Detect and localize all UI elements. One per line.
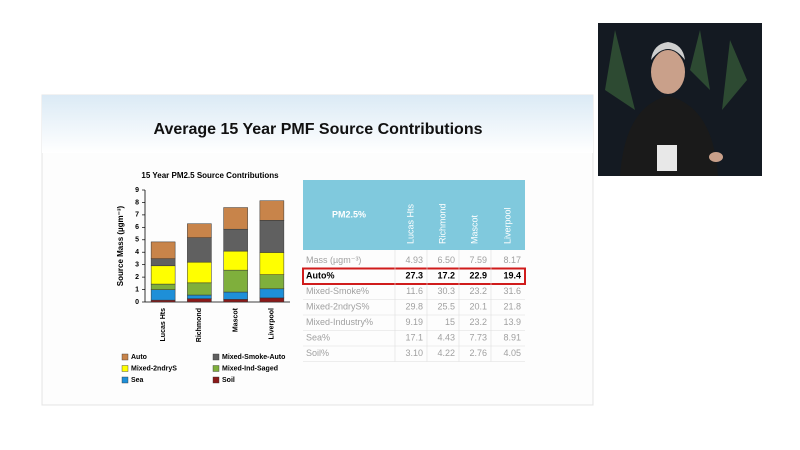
table-cell: 27.3 bbox=[405, 271, 423, 281]
bar-segment bbox=[187, 294, 212, 299]
bar-segment bbox=[187, 223, 212, 238]
table-cell: 7.59 bbox=[469, 255, 487, 265]
y-tick-label: 8 bbox=[135, 199, 139, 206]
legend-swatch bbox=[121, 353, 129, 361]
legend-swatch bbox=[121, 365, 129, 372]
table-cell: 23.2 bbox=[469, 317, 487, 327]
bar-segment bbox=[259, 252, 285, 275]
table-cell: 30.3 bbox=[437, 286, 455, 296]
table-cell: Sea% bbox=[306, 333, 330, 343]
bar-segment bbox=[259, 297, 285, 303]
bar-segment bbox=[259, 274, 285, 290]
y-tick-label: 9 bbox=[135, 187, 139, 194]
table-cell: 11.6 bbox=[406, 286, 423, 296]
slide-title: Average 15 Year PMF Source Contributions bbox=[154, 121, 483, 138]
legend-label: Mixed-Smoke-Auto bbox=[222, 354, 285, 361]
table-cell: 3.10 bbox=[405, 348, 423, 358]
table-cell: 13.9 bbox=[503, 317, 521, 327]
y-axis-label: Source Mass (µgm⁻³) bbox=[116, 205, 125, 286]
table-header: Liverpool bbox=[502, 207, 512, 244]
table-header: Richmond bbox=[437, 203, 447, 244]
x-tick-label: Liverpool bbox=[269, 308, 276, 340]
legend-label: Soil bbox=[222, 377, 235, 384]
table-cell: 8.17 bbox=[503, 255, 521, 265]
table-cell: Mass (µgm⁻³) bbox=[306, 255, 361, 265]
table-cell: 23.2 bbox=[469, 286, 487, 296]
y-tick-label: 4 bbox=[135, 249, 139, 256]
legend-label: Sea bbox=[131, 377, 144, 384]
bar-segment bbox=[259, 288, 285, 299]
bar-segment bbox=[223, 207, 248, 230]
bar-segment bbox=[150, 299, 176, 303]
legend-label: Mixed-2ndryS bbox=[131, 365, 177, 372]
bar-segment bbox=[223, 291, 248, 300]
table-cell: 31.6 bbox=[503, 286, 521, 296]
table-header-bg bbox=[303, 180, 525, 250]
legend-swatch bbox=[212, 365, 220, 372]
table-cell: 8.91 bbox=[503, 333, 521, 343]
table-cell: 19.4 bbox=[503, 271, 521, 281]
table-cell: 2.76 bbox=[469, 348, 487, 358]
bar-segment bbox=[223, 269, 248, 293]
table-cell: 21.8 bbox=[503, 302, 521, 312]
table-cell: 15 bbox=[445, 317, 455, 327]
y-tick-label: 3 bbox=[135, 262, 139, 269]
table-cell: 4.43 bbox=[437, 333, 455, 343]
table-cell: 4.22 bbox=[437, 348, 455, 358]
bar-segment bbox=[259, 200, 285, 221]
y-tick-label: 6 bbox=[135, 224, 139, 231]
y-tick-label: 7 bbox=[135, 212, 139, 219]
table-cell: Soil% bbox=[306, 348, 329, 358]
speaker-video bbox=[598, 23, 762, 176]
bar-segment bbox=[150, 283, 176, 290]
table-header: Lucas Hts bbox=[405, 203, 415, 244]
x-tick-label: Mascot bbox=[232, 307, 239, 332]
x-tick-label: Lucas Hts bbox=[160, 308, 167, 342]
legend-swatch bbox=[212, 353, 220, 361]
y-tick-label: 2 bbox=[135, 274, 139, 281]
bar-segment bbox=[187, 282, 212, 296]
y-tick-label: 1 bbox=[135, 286, 139, 293]
legend-swatch bbox=[212, 376, 220, 384]
table-cell: Mixed-2ndryS% bbox=[306, 302, 370, 312]
bar-segment bbox=[150, 258, 176, 267]
bar-segment bbox=[150, 289, 176, 301]
table-cell: 17.2 bbox=[437, 271, 455, 281]
table-cell: 4.93 bbox=[405, 255, 423, 265]
table-cell: 4.05 bbox=[503, 348, 521, 358]
table-cell: 29.8 bbox=[405, 302, 423, 312]
y-tick-label: 5 bbox=[135, 237, 139, 244]
table-cell: 7.73 bbox=[469, 333, 487, 343]
legend-swatch bbox=[121, 376, 129, 384]
x-tick-label: Richmond bbox=[196, 308, 203, 342]
table-cell: Mixed-Industry% bbox=[306, 317, 373, 327]
table-cell: 17.1 bbox=[405, 333, 423, 343]
y-tick-label: 0 bbox=[135, 299, 139, 306]
table-header: PM2.5% bbox=[332, 209, 366, 219]
table-cell: 9.19 bbox=[405, 317, 423, 327]
bar-segment bbox=[223, 228, 248, 252]
bar-segment bbox=[187, 261, 212, 284]
table-header: Mascot bbox=[469, 214, 479, 244]
bar-segment bbox=[223, 250, 248, 271]
highlight-box bbox=[302, 267, 526, 285]
bar-segment bbox=[259, 220, 285, 253]
legend-label: Mixed-Ind-Saged bbox=[222, 365, 278, 372]
bar-segment bbox=[150, 241, 176, 259]
table-cell: Auto% bbox=[306, 271, 335, 281]
bar-segment bbox=[187, 298, 212, 303]
bar-segment bbox=[223, 299, 248, 303]
table-cell: 6.50 bbox=[437, 255, 455, 265]
table-cell: 25.5 bbox=[437, 302, 455, 312]
legend-label: Auto bbox=[131, 354, 147, 361]
table-cell: 22.9 bbox=[469, 271, 487, 281]
table-cell: 20.1 bbox=[469, 302, 487, 312]
chart-title: 15 Year PM2.5 Source Contributions bbox=[141, 171, 279, 180]
bar-segment bbox=[187, 237, 212, 263]
bar-segment bbox=[150, 265, 176, 285]
table-cell: Mixed-Smoke% bbox=[306, 286, 369, 296]
slide-band bbox=[42, 95, 593, 153]
